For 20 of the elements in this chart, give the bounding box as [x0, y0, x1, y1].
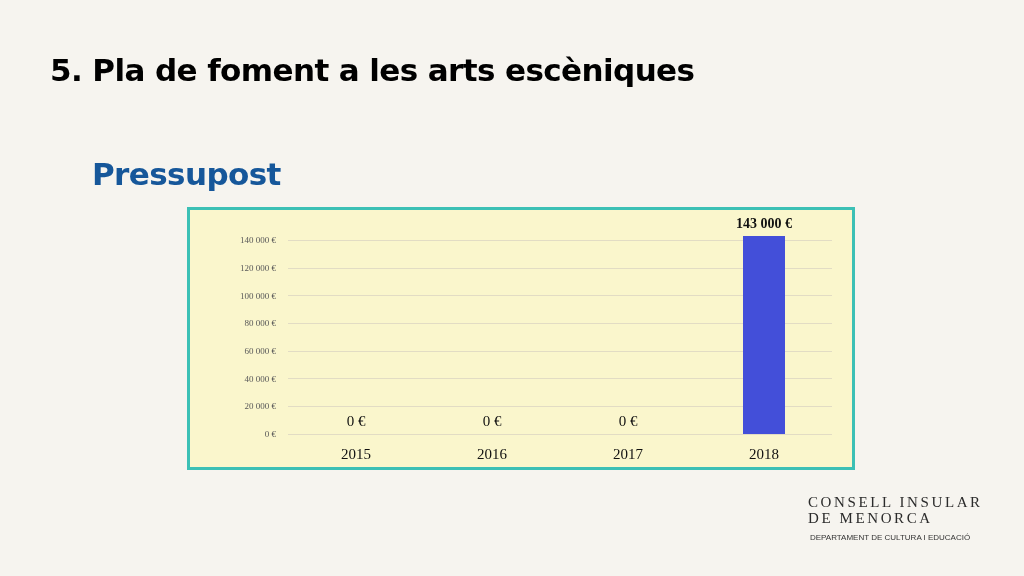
- text: CONSELL INSULAR DE MENORCA: [808, 494, 984, 526]
- y-tick-label: 80 000 €: [244, 318, 277, 329]
- y-tick-label: 100 000 €: [240, 290, 277, 301]
- x-tick-label: 2016: [477, 445, 508, 462]
- y-tick-label: 140 000 €: [240, 235, 277, 246]
- data-label: 143 000 €: [736, 215, 792, 231]
- data-label: 0 €: [482, 412, 502, 429]
- chart-title: 5. Pla de foment a les arts escèniques: [50, 52, 695, 88]
- y-tick-label: 60 000 €: [244, 345, 277, 356]
- data-label: 0 €: [346, 412, 366, 429]
- chart-subtitle: Pressupost: [92, 156, 281, 192]
- y-tick-label: 40 000 €: [244, 373, 277, 384]
- y-tick-label: 0 €: [264, 429, 277, 439]
- x-tick-label: 2015: [341, 445, 371, 462]
- y-tick-label: 20 000 €: [244, 401, 277, 412]
- x-tick-label: 2017: [613, 445, 644, 462]
- data-label: 0 €: [618, 412, 638, 429]
- x-tick-label: 2018: [749, 445, 779, 462]
- text: DEPARTAMENT DE CULTURA I EDUCACIÓ: [810, 533, 971, 542]
- y-tick-label: 120 000 €: [240, 262, 277, 273]
